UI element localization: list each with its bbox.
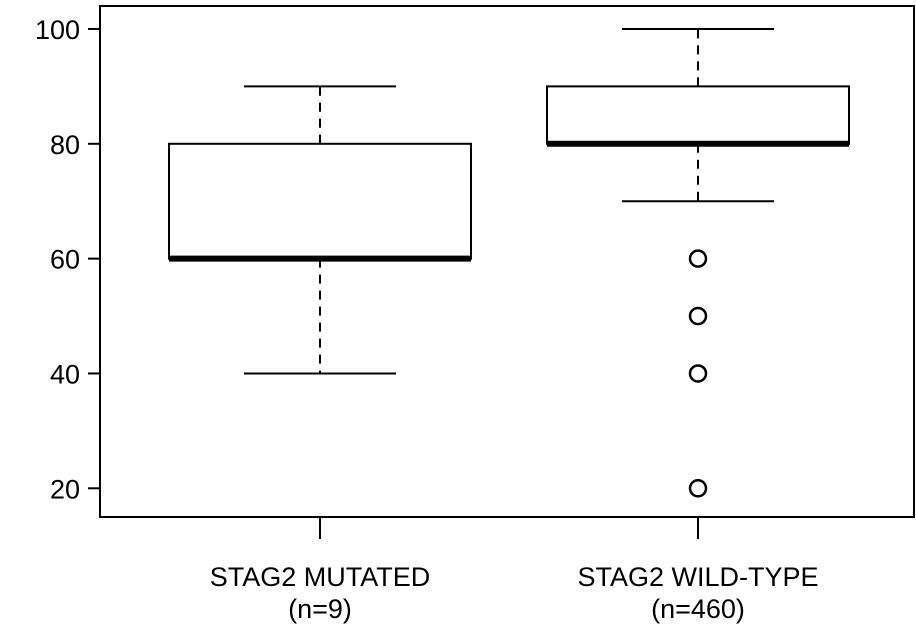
iqr-box (546, 85, 850, 145)
x-category-label: STAG2 WILD-TYPE (577, 562, 818, 592)
x-axis: STAG2 MUTATED(n=9) STAG2 WILD-TYPE(n=460) (210, 517, 819, 624)
box-2 (546, 27, 850, 498)
y-tick-label: 40 (50, 359, 80, 389)
outlier-point (688, 364, 708, 383)
y-tick-label: 20 (50, 474, 80, 504)
outlier-point (688, 306, 708, 326)
plot-border (99, 5, 915, 518)
y-tick-label: 60 (50, 245, 80, 275)
x-category-n-label: (n=9) (288, 594, 352, 624)
box-1 (168, 85, 472, 375)
y-tick-label: 100 (35, 15, 80, 45)
plot-frame (99, 5, 915, 518)
outlier-point (688, 479, 708, 498)
x-category-label: STAG2 MUTATED (210, 562, 431, 592)
iqr-box (168, 142, 472, 260)
y-tick-label: 80 (50, 130, 80, 160)
x-category-n-label: (n=460) (651, 594, 745, 624)
box-group (168, 27, 850, 498)
outlier-point (688, 249, 708, 268)
y-axis: 20 40 60 80 100 (35, 15, 100, 504)
